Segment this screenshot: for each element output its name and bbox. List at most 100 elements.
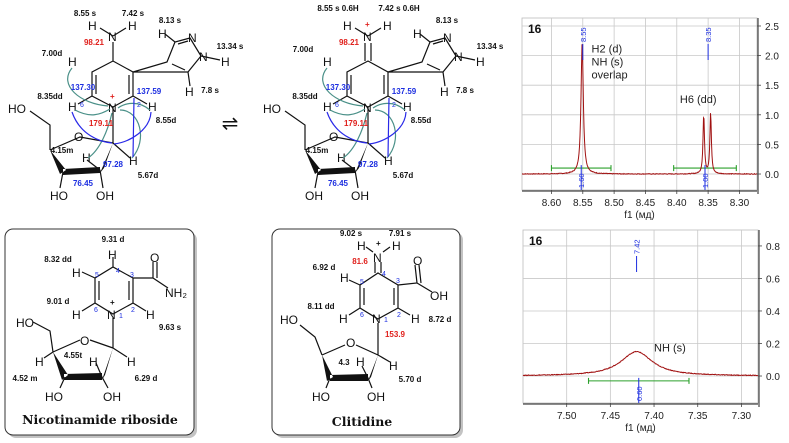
ring-position-3: 3 — [396, 278, 400, 285]
atom-h: H — [72, 266, 81, 280]
x-tick-label: 8.45 — [636, 198, 656, 209]
atom-h: H — [129, 154, 138, 168]
shift-h6: 8.35dd — [292, 92, 317, 101]
peak-label: 8.35 — [704, 27, 713, 42]
peak-annotation: H2 (d) — [592, 44, 623, 56]
spectrum-trace — [522, 350, 759, 377]
atom-n: N — [373, 251, 382, 265]
atom-h: H — [185, 85, 194, 99]
atom-h: H — [357, 239, 366, 253]
atom-oh: OH — [305, 189, 323, 203]
ring-position-5: 5 — [95, 272, 99, 279]
atom-ho: HO — [312, 390, 330, 404]
shift-h5: 6.92 d — [313, 263, 336, 272]
peak-annotation: overlap — [592, 70, 628, 82]
peak-annotation: NH (s) — [592, 57, 624, 69]
atom-h: H — [148, 100, 157, 114]
x-axis-label: f1 (мд) — [625, 423, 656, 434]
shift-pz-h3: 8.13 s — [159, 16, 182, 25]
ring-position-3: 3 — [130, 272, 134, 279]
clitidine-panel: N + H H O OH H H H N O HO H H HO OH 1 2 … — [271, 228, 463, 438]
atom-n: N — [443, 31, 452, 45]
atom-ho: HO — [280, 313, 298, 327]
y-tick-label: 0.4 — [766, 307, 780, 318]
shift-h4p: 4.15m — [51, 146, 74, 155]
shift-nh-b: 7.42 s — [122, 9, 145, 18]
shift-h1p: 6.29 d — [135, 374, 158, 383]
y-tick-label: 0.8 — [766, 242, 780, 253]
spectrum-trace — [522, 44, 757, 175]
atom-h: H — [356, 355, 365, 369]
atom-h: H — [384, 154, 393, 168]
y-tick-label: 0.2 — [766, 339, 780, 350]
atom-ho: HO — [16, 316, 34, 330]
shift-h4p: 4.15m — [306, 146, 329, 155]
atom-o: O — [74, 130, 83, 144]
shift-h2: 8.55d — [411, 116, 432, 125]
x-tick-label: 8.35 — [698, 198, 718, 209]
atom-oh: OH — [367, 390, 385, 404]
atom-h: H — [146, 308, 155, 322]
atom-h: H — [323, 100, 332, 114]
shift-n1: 153.9 — [385, 330, 406, 339]
shift-c4: 98.21 — [84, 38, 105, 47]
atom-h: H — [88, 19, 97, 33]
shift-n1: 179.11 — [89, 119, 114, 128]
shift-c2: 137.59 — [137, 87, 162, 96]
shift-c6: 137.30 — [71, 83, 96, 92]
atom-h: H — [35, 355, 44, 369]
integral-value: 1.60 — [577, 173, 586, 188]
atom-h: H — [323, 55, 332, 69]
atom-h: H — [339, 312, 348, 326]
shift-nh-a: 8.55 s 0.6H — [317, 4, 359, 13]
structure-imino-tautomer: N + H H N H H H H N N H H O HO H H OH OH… — [263, 4, 504, 203]
atom-h: H — [127, 355, 136, 369]
shift-c1p: 97.28 — [103, 160, 124, 169]
atom-n: N — [188, 31, 197, 45]
ring-position-6: 6 — [360, 312, 364, 319]
ring-position-6: 6 — [80, 102, 84, 109]
atom-n: N — [454, 50, 463, 64]
shift-h5: 8.32 dd — [44, 255, 72, 264]
shift-pz-nh: 13.34 s — [477, 42, 504, 51]
integral-value: 1.00 — [701, 173, 710, 188]
plot-area — [522, 229, 759, 404]
shift-nh-a: 9.02 s — [340, 229, 363, 238]
equilibrium-arrows-icon: ⇌ — [222, 113, 239, 135]
atom-h: H — [403, 100, 412, 114]
x-tick-label: 7.30 — [732, 411, 752, 422]
atom-h: H — [383, 19, 392, 33]
ring-position-1: 1 — [384, 317, 388, 324]
peak-annotation: H6 (dd) — [680, 94, 717, 106]
ring-position-4: 4 — [116, 268, 120, 275]
peak-annotation: NH (s) — [654, 343, 686, 355]
atom-oh: OH — [430, 289, 448, 303]
x-tick-label: 7.45 — [601, 411, 621, 422]
atom-h: H — [337, 151, 346, 165]
peak-label: 7.42 — [633, 239, 642, 254]
atom-h: H — [68, 55, 77, 69]
shift-nh-b: 7.91 s — [389, 229, 412, 238]
x-tick-label: 7.50 — [557, 411, 577, 422]
shift-pz-h3: 8.13 s — [436, 16, 459, 25]
shift-nh-a: 8.55 s — [74, 9, 97, 18]
spectrum-title: 16 — [528, 22, 542, 36]
shift-h6: 8.35dd — [37, 92, 62, 101]
charge-plus: + — [110, 92, 115, 101]
atom-ho: HO — [8, 102, 26, 116]
atom-oh: OH — [351, 189, 369, 203]
charge-plus: + — [365, 20, 370, 29]
y-tick-label: 1.0 — [765, 111, 779, 122]
atom-h: H — [413, 27, 422, 41]
charge-plus: + — [110, 298, 115, 307]
atom-h: H — [158, 27, 167, 41]
shift-h4p: 4.52 m — [13, 374, 38, 383]
ring-position-6: 6 — [335, 102, 339, 109]
ring-position-6: 6 — [94, 307, 98, 314]
shift-h6: 8.11 dd — [307, 302, 334, 311]
atom-h: H — [343, 19, 352, 33]
ring-position-4: 4 — [382, 271, 386, 278]
shift-c2p: 76.45 — [73, 179, 94, 188]
atom-h: H — [411, 312, 420, 326]
